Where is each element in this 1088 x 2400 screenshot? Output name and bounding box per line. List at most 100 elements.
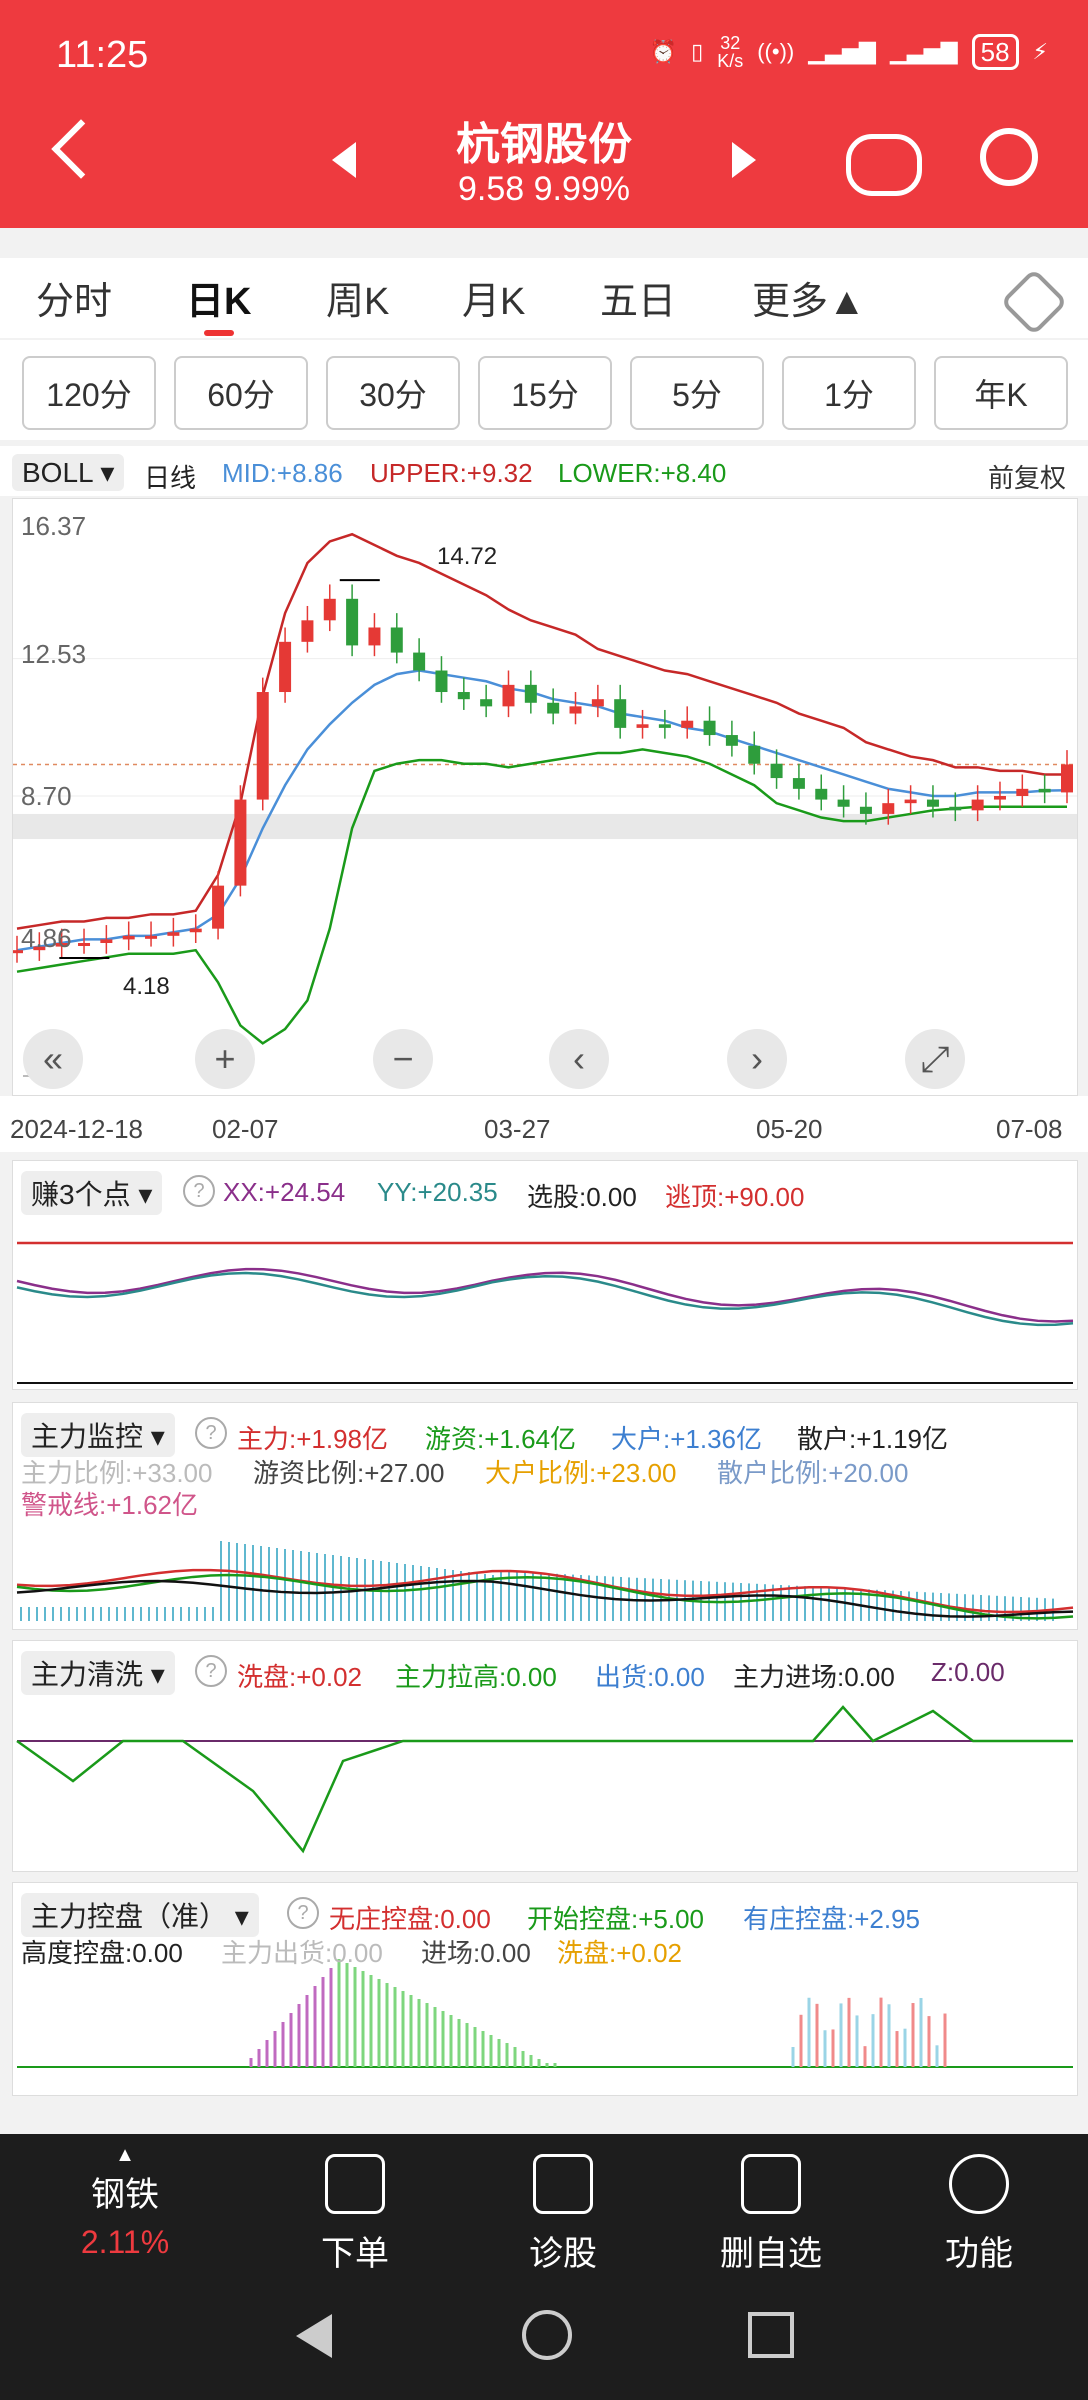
sector-item[interactable]: ▲ 钢铁 2.11% bbox=[40, 2144, 210, 2261]
candle bbox=[78, 943, 91, 947]
prev-stock-icon[interactable] bbox=[332, 142, 356, 178]
diagnose-button[interactable]: 诊股 bbox=[478, 2154, 648, 2275]
stock-name: 杭钢股份 bbox=[456, 120, 632, 169]
candle bbox=[435, 670, 448, 693]
boll-legend: BOLL ▾ 日线 MID:+8.86 UPPER:+9.32 LOWER:+8… bbox=[0, 446, 1088, 496]
robot-icon[interactable] bbox=[846, 134, 922, 196]
control-selector[interactable]: 主力控盘（准） ▾ bbox=[21, 1893, 259, 1937]
zoom-out-icon[interactable]: − bbox=[373, 1029, 433, 1089]
interval-5[interactable]: 5分 bbox=[630, 356, 764, 430]
nav-recent-icon[interactable] bbox=[748, 2312, 794, 2358]
diagnose-icon bbox=[533, 2154, 593, 2214]
monitor-zl: 主力:+1.98亿 bbox=[237, 1424, 389, 1454]
charging-icon: ⚡ bbox=[1032, 39, 1048, 64]
interval-15[interactable]: 15分 bbox=[478, 356, 612, 430]
low-label: 4.18 bbox=[123, 973, 170, 1000]
adjust-mode[interactable]: 前复权 bbox=[988, 463, 1067, 493]
kline-chart-panel[interactable]: 16.37 12.53 8.70 4.86 1.03 14.72 4.18 « … bbox=[12, 498, 1078, 1096]
interval-bar: 120分 60分 30分 15分 5分 1分 年K bbox=[0, 340, 1088, 440]
wash-line bbox=[16, 1705, 1073, 1854]
nav-back-icon[interactable] bbox=[296, 2314, 332, 2358]
tab-yuek[interactable]: 月K bbox=[462, 281, 526, 323]
scroll-start-icon[interactable]: « bbox=[23, 1029, 83, 1089]
earn3-name: 赚3个点 bbox=[31, 1179, 131, 1210]
signal-icon-2: ▁▃▅▇ bbox=[889, 39, 958, 64]
zoom-in-icon[interactable]: + bbox=[195, 1029, 255, 1089]
wash-lg: 主力拉高:0.00 bbox=[395, 1662, 557, 1692]
wash-name: 主力清洗 bbox=[31, 1659, 144, 1690]
control-panel[interactable]: 主力控盘（准） ▾ ? 无庄控盘:0.00 开始控盘:+5.00 有庄控盘:+2… bbox=[12, 1882, 1078, 2096]
tab-zhouk[interactable]: 周K bbox=[326, 281, 390, 323]
monitor-chart bbox=[16, 1541, 1074, 1621]
scroll-left-icon[interactable]: ‹ bbox=[549, 1029, 609, 1089]
chevron-up-icon: ▲ bbox=[115, 2144, 135, 2166]
candle bbox=[882, 803, 895, 814]
vibrate-icon: ▯ bbox=[691, 39, 704, 64]
remove-icon bbox=[741, 2154, 801, 2214]
candle bbox=[100, 939, 113, 944]
interval-year[interactable]: 年K bbox=[934, 356, 1068, 430]
candle bbox=[815, 788, 828, 800]
interval-120[interactable]: 120分 bbox=[22, 356, 156, 430]
earn3-selector[interactable]: 赚3个点 ▾ bbox=[21, 1171, 163, 1215]
monitor-sh: 散户:+1.19亿 bbox=[797, 1424, 949, 1454]
sector-name: 钢铁 bbox=[91, 2176, 159, 2214]
x-tick-3: 05-20 bbox=[756, 1114, 823, 1144]
monitor-panel[interactable]: 主力监控 ▾ ? 主力:+1.98亿 游资:+1.64亿 大户:+1.36亿 散… bbox=[12, 1402, 1078, 1630]
earn3-tt: 逃顶:+90.00 bbox=[665, 1182, 805, 1212]
interval-1[interactable]: 1分 bbox=[782, 356, 916, 430]
tab-wuri[interactable]: 五日 bbox=[600, 281, 677, 323]
search-icon[interactable] bbox=[980, 128, 1038, 186]
order-label: 下单 bbox=[321, 2235, 389, 2273]
support-band bbox=[13, 813, 1077, 840]
yy-line bbox=[16, 1271, 1074, 1327]
kline-chart[interactable] bbox=[13, 499, 1077, 1095]
fullscreen-icon[interactable]: ⤢ bbox=[905, 1029, 965, 1089]
settings-hex-icon[interactable] bbox=[1000, 268, 1068, 336]
tab-fenshi[interactable]: 分时 bbox=[36, 281, 113, 323]
help-icon-2[interactable]: ? bbox=[195, 1417, 227, 1449]
help-icon-4[interactable]: ? bbox=[287, 1897, 319, 1929]
candle bbox=[390, 627, 403, 653]
monitor-shbl: 散户比例:+20.00 bbox=[717, 1458, 909, 1488]
x-axis: 2024-12-18 02-07 03-27 05-20 07-08 bbox=[0, 1096, 1088, 1152]
control-jc: 进场:0.00 bbox=[421, 1938, 531, 1968]
candle bbox=[859, 806, 872, 814]
candle bbox=[658, 724, 671, 728]
boll-lower-line bbox=[16, 748, 1067, 1045]
wash-panel[interactable]: 主力清洗 ▾ ? 洗盘:+0.02 主力拉高:0.00 出货:0.00 主力进场… bbox=[12, 1640, 1078, 1872]
boll-mid-line bbox=[16, 669, 1068, 952]
candle bbox=[792, 778, 805, 789]
interval-60[interactable]: 60分 bbox=[174, 356, 308, 430]
boll-selector[interactable]: BOLL ▾ bbox=[12, 454, 125, 491]
tab-more[interactable]: 更多▲ bbox=[752, 281, 866, 323]
control-name: 主力控盘（准） bbox=[31, 1901, 228, 1932]
earn3-xx: XX:+24.54 bbox=[223, 1177, 346, 1207]
earn3-panel[interactable]: 赚3个点 ▾ ? XX:+24.54 YY:+20.35 选股:0.00 逃顶:… bbox=[12, 1160, 1078, 1390]
tab-rik[interactable]: 日K bbox=[186, 281, 252, 323]
scroll-right-icon[interactable]: › bbox=[727, 1029, 787, 1089]
help-icon-3[interactable]: ? bbox=[195, 1655, 227, 1687]
next-stock-icon[interactable] bbox=[732, 142, 756, 178]
candle bbox=[547, 702, 560, 714]
wash-jc: 主力进场:0.00 bbox=[733, 1662, 895, 1692]
candle bbox=[279, 641, 292, 693]
candle bbox=[13, 950, 23, 954]
candle bbox=[1016, 788, 1029, 796]
nav-home-icon[interactable] bbox=[522, 2310, 572, 2360]
y-tick-2: 12.53 bbox=[21, 639, 87, 669]
wash-selector[interactable]: 主力清洗 ▾ bbox=[21, 1651, 175, 1695]
control-gd: 高度控盘:0.00 bbox=[21, 1938, 183, 1968]
candle bbox=[636, 724, 649, 728]
x-tick-4: 07-08 bbox=[996, 1114, 1063, 1144]
hot-money-line bbox=[16, 1573, 1074, 1620]
remove-watchlist-button[interactable]: 删自选 bbox=[686, 2154, 856, 2275]
function-button[interactable]: 功能 bbox=[894, 2154, 1064, 2275]
monitor-dh: 大户:+1.36亿 bbox=[611, 1424, 763, 1454]
candle bbox=[614, 699, 627, 728]
help-icon[interactable]: ? bbox=[183, 1175, 215, 1207]
interval-30[interactable]: 30分 bbox=[326, 356, 460, 430]
monitor-selector[interactable]: 主力监控 ▾ bbox=[21, 1413, 175, 1457]
order-button[interactable]: 下单 bbox=[270, 2154, 440, 2275]
signal-icon: ▁▃▅▇ bbox=[808, 39, 876, 64]
